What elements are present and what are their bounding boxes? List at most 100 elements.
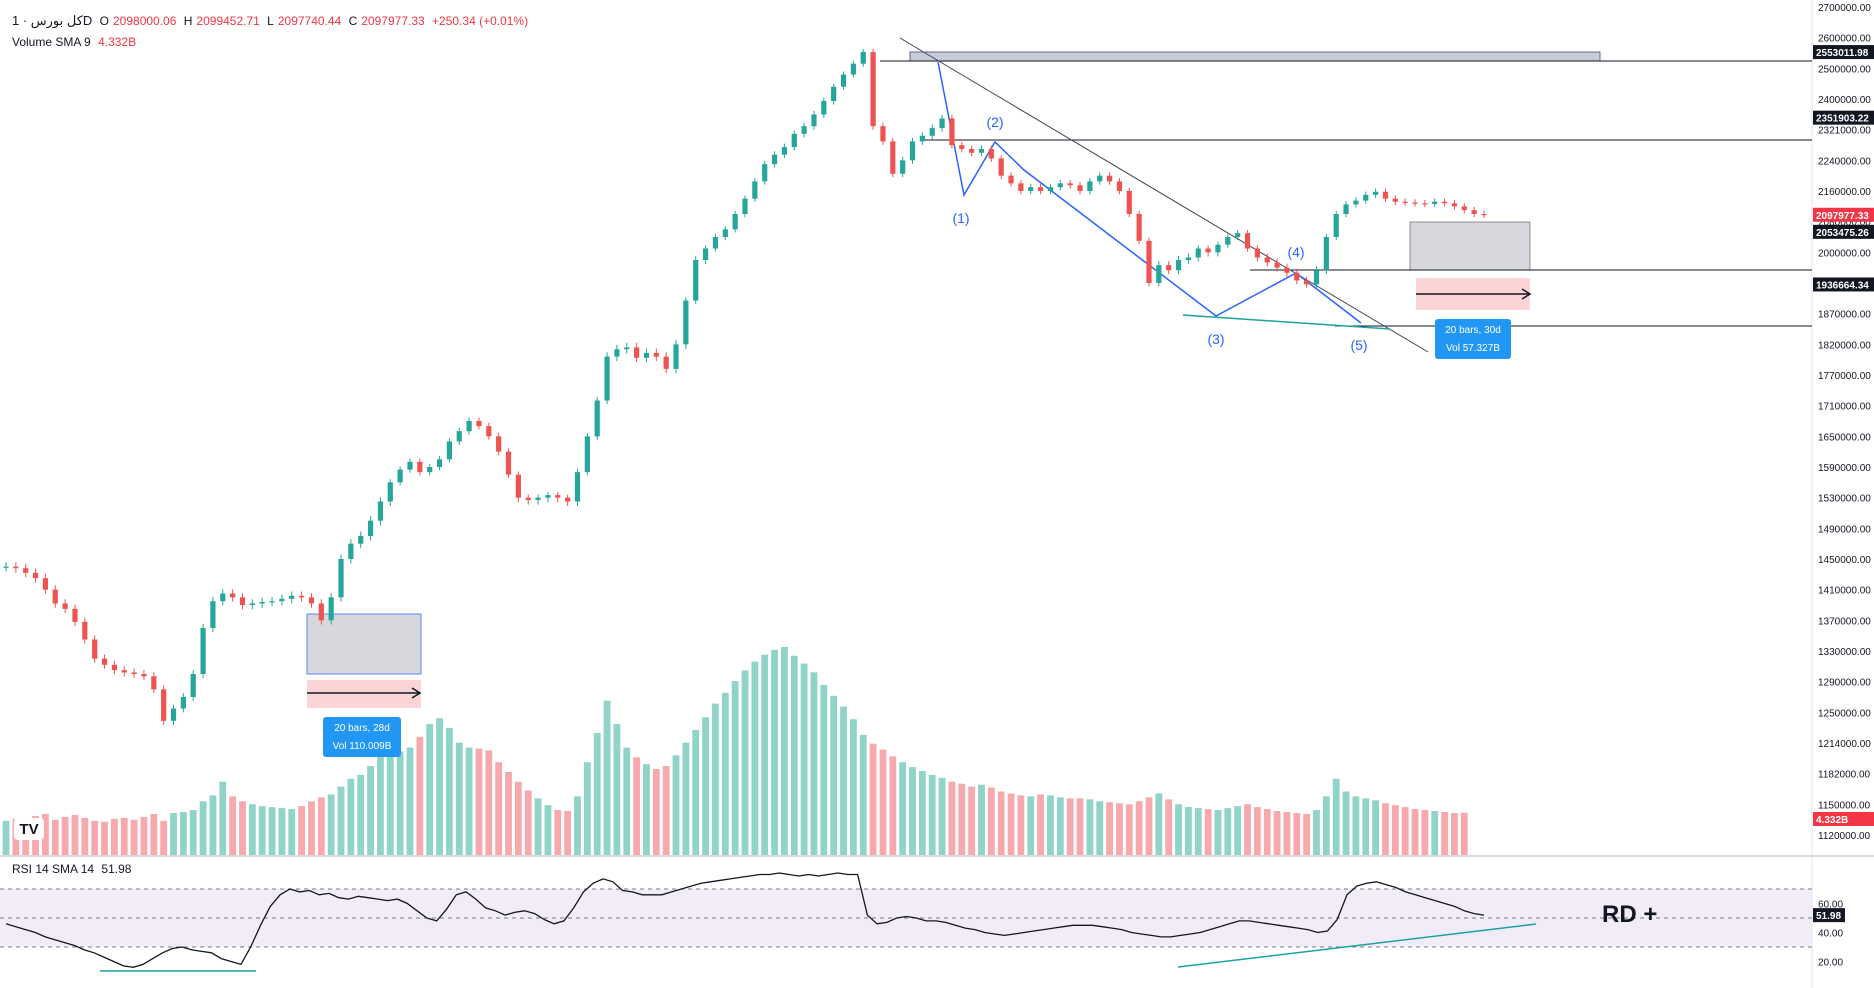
volume-bar: [938, 777, 946, 855]
tradingview-logo-icon[interactable]: TV: [14, 818, 44, 840]
projection-box-left[interactable]: [307, 680, 421, 708]
candle-body: [3, 566, 9, 568]
drawing-zones[interactable]: [100, 37, 1812, 972]
volume-bar: [790, 655, 798, 855]
price-tick-label: 1214000.00: [1818, 739, 1871, 750]
candle-body: [742, 198, 748, 214]
rsi-tick-label: 40.00: [1818, 929, 1843, 940]
symbol-name[interactable]: کل بورس · 1D: [12, 13, 93, 28]
stats-box-left[interactable]: [323, 717, 401, 757]
volume-bar: [219, 781, 227, 855]
candle-body: [190, 674, 196, 697]
volume-bar: [583, 762, 591, 855]
candle-body: [900, 160, 906, 174]
candle-body: [338, 559, 344, 598]
volume-bar: [377, 755, 384, 855]
candle-body: [1402, 201, 1408, 203]
volume-bar: [1303, 813, 1311, 855]
volume-bar: [288, 809, 296, 855]
price-tick-label: 2080000.00: [1818, 218, 1871, 229]
volume-bar: [1293, 813, 1301, 855]
stats-box-right[interactable]: [1435, 319, 1511, 359]
volume-bar: [317, 797, 325, 855]
legend-volume: Volume SMA 9 4.332B: [12, 35, 140, 49]
candle-body: [1323, 237, 1329, 271]
volume-bar: [603, 700, 611, 855]
ohlc-low: 2097740.44: [277, 14, 342, 28]
candle-body: [712, 237, 719, 249]
wave-label-5: (5): [1350, 337, 1367, 353]
volume-bar: [978, 784, 985, 855]
price-tick-label: 1182000.00: [1818, 770, 1871, 781]
consolidation-box-right[interactable]: [1409, 221, 1531, 271]
ohlc-close: 2097977.33: [361, 14, 425, 28]
candle-body: [299, 595, 305, 598]
volume-bar: [308, 801, 315, 855]
wave-label-2: (2): [986, 114, 1003, 130]
candle-body: [1235, 233, 1241, 237]
volume-bar: [406, 747, 414, 855]
candle-body: [358, 536, 364, 544]
price-tick-label: 1870000.00: [1818, 310, 1871, 321]
candle-body: [1363, 194, 1369, 201]
candle-body: [1195, 248, 1201, 258]
candle-body: [407, 461, 413, 470]
volume-bar: [1313, 810, 1320, 855]
candle-body: [1304, 280, 1310, 285]
candle-body: [791, 133, 797, 148]
candle-body: [1343, 204, 1349, 214]
candle-body: [82, 621, 88, 640]
price-tick-label: 2500000.00: [1818, 64, 1871, 75]
price-tick-label: 2160000.00: [1818, 187, 1871, 198]
volume-bar: [1096, 801, 1104, 855]
trendline-support-teal[interactable]: [1182, 314, 1391, 330]
stats-left-line2: Vol 110.009B: [333, 741, 392, 752]
candle-body: [1373, 191, 1379, 195]
volume-bar: [1263, 809, 1271, 855]
price-tick-label: 1820000.00: [1818, 340, 1871, 351]
resistance-zone[interactable]: [909, 51, 1601, 62]
candle-body: [811, 114, 817, 127]
candle-body: [121, 670, 127, 673]
volume-bar: [1175, 804, 1182, 855]
main-pane-bg: [0, 0, 1812, 856]
volume-bar: [751, 661, 759, 855]
rd-plus-label[interactable]: RD +: [1602, 901, 1657, 928]
candle-body: [1274, 262, 1280, 268]
volume-bar: [386, 742, 394, 855]
price-axis[interactable]: 2700000.00 2600000.00 2500000.00 2400000.00…: [1818, 3, 1871, 842]
volume-bar: [347, 778, 355, 855]
rsi-indicator-label[interactable]: RSI 14 SMA 14: [12, 862, 95, 876]
volume-bar: [268, 807, 276, 855]
candle-body: [762, 164, 768, 182]
consolidation-box-left[interactable]: [306, 613, 422, 675]
price-badge-4: [1813, 277, 1874, 292]
volume-bar: [968, 786, 976, 855]
candle-body: [1028, 187, 1034, 191]
volume-bar: [1411, 809, 1419, 855]
candle-body: [653, 352, 659, 357]
volume-bar: [1056, 797, 1064, 855]
volume-indicator-label[interactable]: Volume SMA 9: [12, 35, 91, 49]
candle-body: [752, 181, 758, 199]
candle-body: [545, 495, 551, 498]
ohlc-high-label: H: [183, 14, 193, 28]
candle-body: [919, 135, 925, 142]
candle-body: [624, 347, 630, 350]
volume-bar: [1451, 813, 1458, 855]
candle-body: [456, 431, 462, 442]
candle-body: [1294, 272, 1300, 281]
trendline-descending[interactable]: [899, 37, 1429, 353]
candle-body: [1047, 187, 1054, 191]
volume-bar: [820, 685, 828, 855]
rsi-trendline-right[interactable]: [1177, 923, 1537, 968]
volume-bars: [2, 646, 1468, 855]
price-tick-label: 2240000.00: [1818, 156, 1871, 167]
candle-body: [42, 578, 49, 590]
price-tick-label: 2000000.00: [1818, 248, 1871, 259]
ohlc-open: 2098000.06: [113, 14, 177, 28]
candle-body: [781, 147, 788, 155]
candle-body: [860, 52, 866, 64]
